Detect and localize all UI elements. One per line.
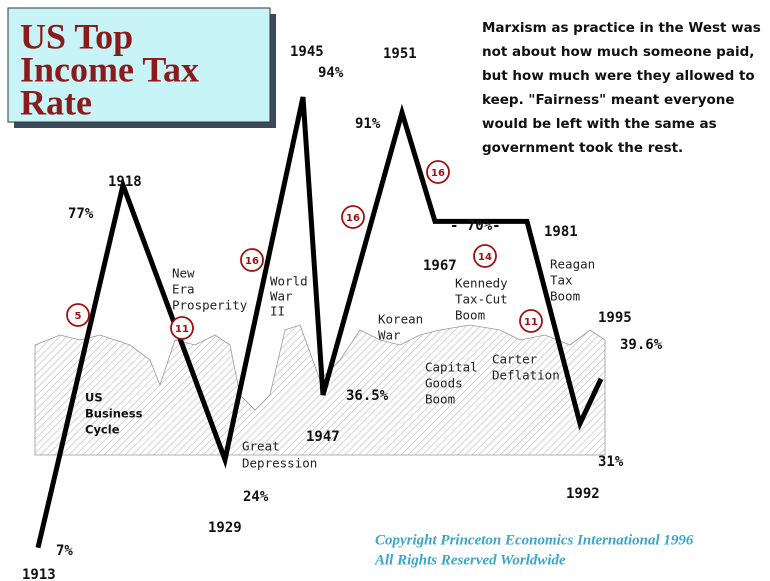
cycle-label: 16 — [431, 168, 445, 179]
value-label: 91% — [355, 116, 381, 132]
copyright: Copyright Princeton Economics Internatio… — [375, 532, 694, 548]
annotation: Deflation — [492, 368, 560, 383]
note-text: government took the rest. — [482, 140, 683, 156]
cycle-label: 11 — [175, 324, 189, 335]
note-text: not about how much someone paid, — [482, 44, 754, 60]
annotation: Kennedy — [455, 276, 508, 291]
value-label: 39.6% — [620, 337, 663, 353]
annotation: Business — [85, 407, 143, 421]
annotation: Era — [172, 282, 195, 297]
cycle-circle — [341, 205, 365, 229]
rate-line — [35, 96, 604, 549]
cycle-label: 14 — [478, 252, 492, 263]
annotation: Carter — [492, 352, 538, 367]
cycle-label: 5 — [75, 311, 82, 322]
annotation: War — [270, 289, 293, 304]
annotation: New — [172, 266, 195, 281]
annotation: War — [378, 328, 401, 343]
annotation: Boom — [455, 308, 485, 323]
annotation: Tax-Cut — [455, 292, 508, 307]
note-text: but how much were they allowed to — [482, 68, 755, 84]
year-label: 1995 — [598, 310, 632, 326]
annotation: II — [270, 304, 285, 319]
annotation: Reagan — [550, 257, 595, 272]
cycle-label: 16 — [346, 213, 360, 224]
year-label: 1945 — [290, 44, 324, 60]
annotation: Boom — [550, 289, 580, 304]
year-label: 1918 — [108, 174, 142, 190]
cycle-circle — [519, 309, 543, 333]
value-label: 77% — [68, 206, 94, 222]
annotation: Prosperity — [172, 298, 248, 313]
year-label: 1981 — [544, 224, 578, 240]
year-label: 1929 — [208, 520, 242, 536]
annotation: Goods — [425, 376, 463, 391]
annotation: Depression — [242, 456, 317, 471]
value-label: 36.5% — [346, 388, 389, 404]
cycle-circle — [170, 316, 194, 340]
business-cycle-area — [34, 324, 606, 456]
note-text: Marxism as practice in the West was — [482, 20, 761, 36]
year-label: 1992 — [566, 486, 600, 502]
copyright: All Rights Reserved Worldwide — [374, 552, 566, 568]
year-label: 1951 — [383, 46, 417, 62]
annotation: World — [270, 274, 308, 289]
value-label: 24% — [243, 489, 269, 505]
chart-title: Income Tax — [20, 49, 199, 89]
value-label: 31% — [598, 454, 624, 470]
annotation: Cycle — [85, 423, 120, 437]
cycle-circle — [66, 303, 90, 327]
value-label: 7% — [56, 543, 73, 559]
value-label: 94% — [318, 65, 344, 81]
title-box — [7, 7, 271, 123]
cycle-label: 16 — [245, 256, 259, 267]
cycle-circle — [240, 248, 264, 272]
year-label: 1947 — [306, 429, 340, 445]
annotation: Tax — [550, 273, 573, 288]
value-label: - 70%- — [450, 218, 501, 234]
year-label: 1967 — [423, 258, 457, 274]
annotation: Great — [242, 439, 280, 454]
note-text: keep. "Fairness" meant everyone — [482, 92, 735, 108]
note-text: would be left with the same as — [482, 116, 717, 132]
chart-title: Rate — [20, 82, 92, 122]
annotation: Capital — [425, 360, 478, 375]
cycle-circle — [473, 244, 497, 268]
cycle-label: 11 — [524, 317, 538, 328]
annotation: Boom — [425, 392, 455, 407]
chart-title: US Top — [20, 16, 133, 56]
annotation: US — [85, 391, 103, 405]
year-label: 1913 — [22, 567, 56, 581]
annotation: Korean — [378, 312, 423, 327]
cycle-circle — [426, 160, 450, 184]
